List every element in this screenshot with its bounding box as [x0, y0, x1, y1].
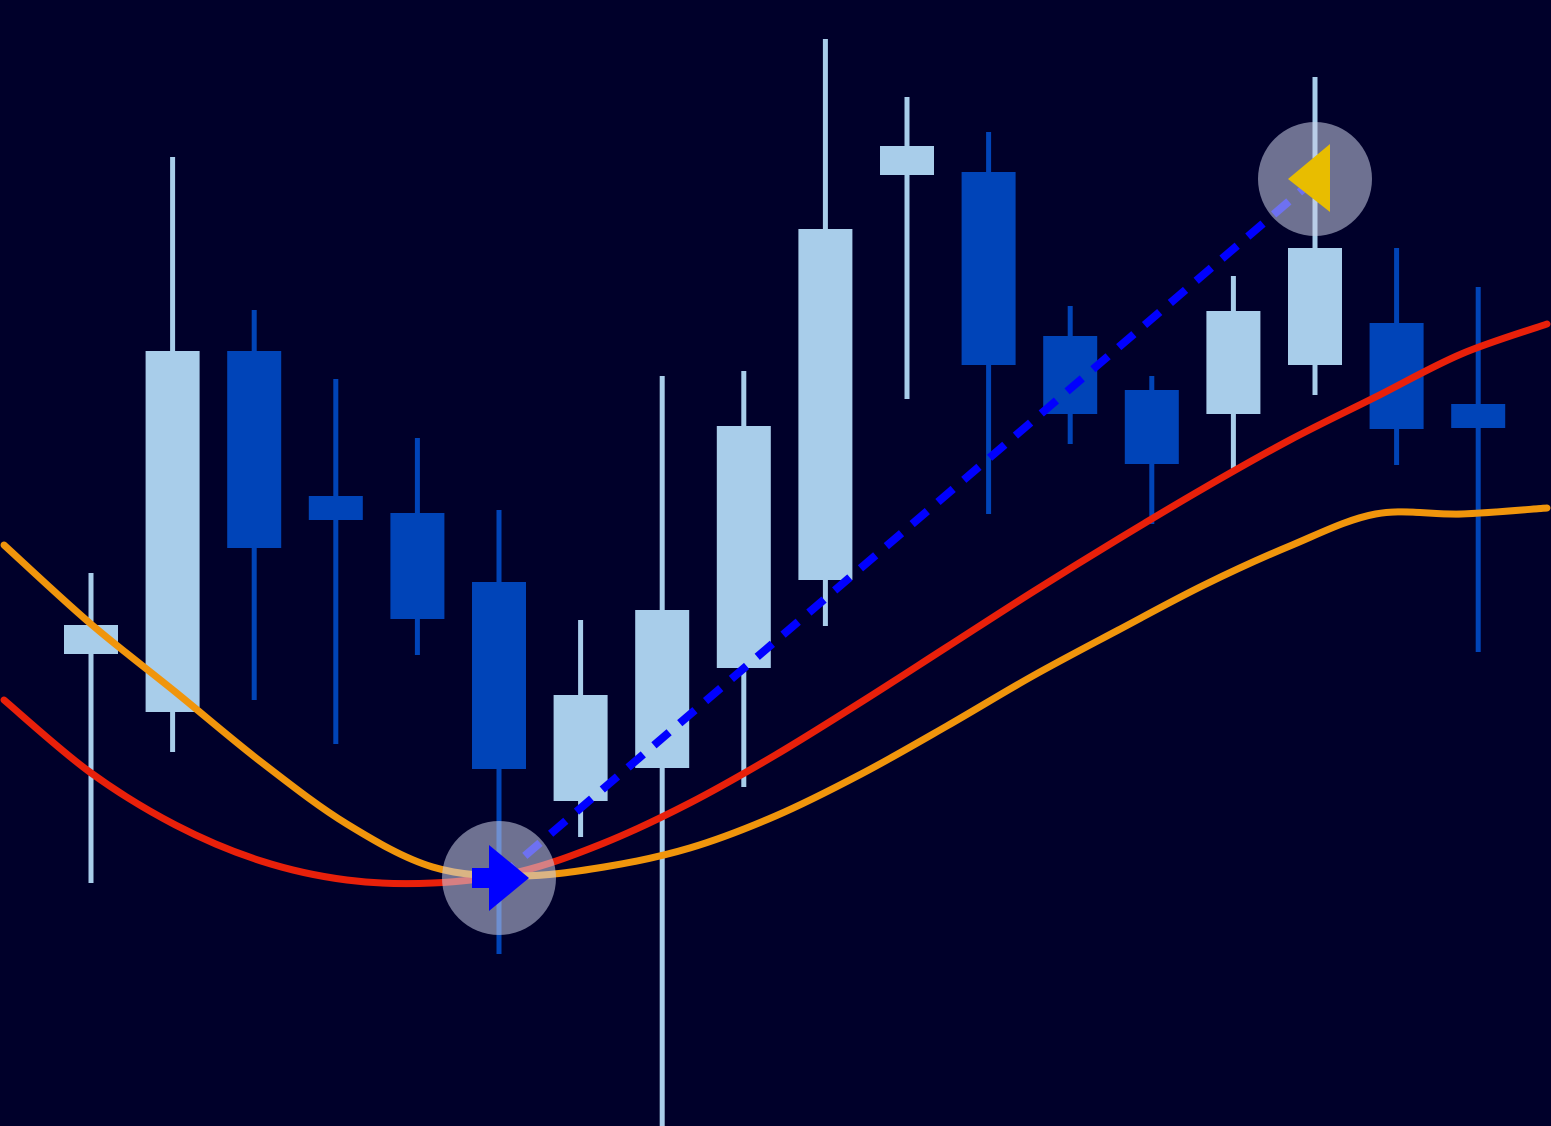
candle: [635, 376, 690, 1126]
trend-line: [496, 175, 1318, 882]
candle-body: [227, 351, 282, 548]
moving-averages-layer: [0, 320, 1551, 888]
candle-body: [961, 172, 1016, 365]
candle-body: [716, 426, 771, 668]
candle: [1124, 376, 1179, 524]
candle: [961, 132, 1016, 514]
trend-line-layer: [496, 175, 1318, 882]
buy-arrow-icon: [472, 845, 529, 911]
ma-slow-line: [0, 504, 1551, 880]
candle: [227, 310, 282, 700]
sell-arrow-icon: [1288, 144, 1330, 212]
candle: [716, 371, 771, 787]
candle-body: [1124, 390, 1179, 464]
candle: [390, 438, 445, 655]
sell-signal-marker: [1258, 122, 1372, 236]
candle-body: [308, 496, 363, 520]
candle-body: [390, 513, 445, 619]
buy-signal-marker: [442, 821, 556, 935]
signals-layer: [442, 122, 1372, 935]
candle-body: [472, 582, 526, 769]
candle-body: [1451, 404, 1506, 428]
candle: [308, 379, 363, 744]
candle: [553, 620, 608, 837]
candle-body: [1206, 311, 1261, 414]
candles-layer: [64, 39, 1506, 1126]
candle-body: [635, 610, 690, 768]
candle-body: [880, 146, 934, 175]
candle-body: [145, 351, 200, 712]
candle: [880, 97, 934, 399]
candle-body: [798, 229, 853, 580]
candle: [145, 157, 200, 752]
candle-body: [1288, 248, 1342, 365]
candle: [472, 510, 526, 954]
candle-body: [553, 695, 608, 801]
ma-fast-line: [0, 320, 1551, 888]
candle: [798, 39, 853, 626]
candle: [1206, 276, 1261, 469]
